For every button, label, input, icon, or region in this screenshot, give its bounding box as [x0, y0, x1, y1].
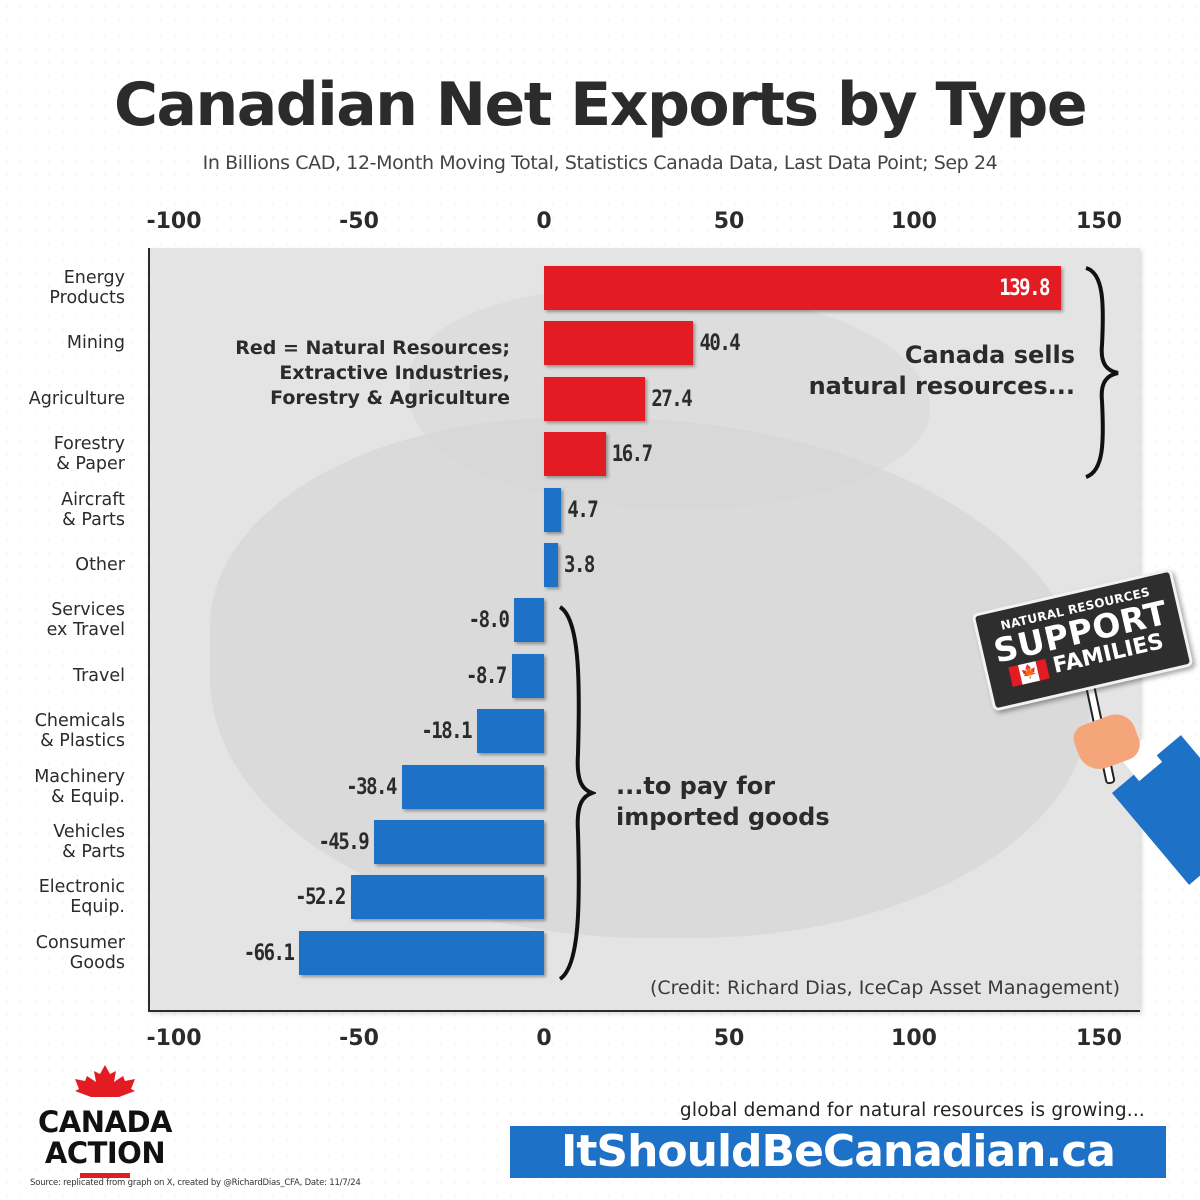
bar-value-label: 3.8 [564, 552, 595, 578]
category-label: Aircraft & Parts [0, 490, 125, 530]
bar [544, 543, 559, 587]
bar-value-label: 16.7 [611, 441, 653, 467]
category-label: Consumer Goods [0, 933, 125, 973]
category-label-line: ex Travel [46, 620, 125, 641]
bar [374, 820, 544, 864]
logo-line2: ACTION [44, 1136, 166, 1170]
category-label-line: Consumer [35, 932, 125, 953]
tagline: global demand for natural resources is g… [679, 1100, 1145, 1121]
x-axis-tick-label: -50 [339, 209, 379, 234]
annotation-line: natural resources... [808, 372, 1075, 400]
bar [477, 709, 544, 754]
bar [350, 875, 544, 920]
category-label: Services ex Travel [0, 600, 125, 640]
category-label: Vehicles & Parts [0, 822, 125, 862]
annotation-pay: ...to pay for imported goods [616, 771, 916, 833]
page-subtitle: In Billions CAD, 12-Month Moving Total, … [202, 152, 998, 174]
category-label-line: Chemicals [34, 711, 125, 732]
category-label-line: Electronic [38, 877, 125, 898]
category-label: Agriculture [0, 389, 125, 409]
bar [544, 432, 606, 477]
annotation-line: ...to pay for [616, 772, 776, 800]
category-label: Mining [0, 333, 125, 353]
bar-value-label: 40.4 [699, 330, 740, 357]
category-label-line: & Paper [56, 454, 125, 475]
x-axis-tick-label: 150 [1076, 1026, 1122, 1051]
bar [401, 764, 544, 809]
brace-left-icon [558, 605, 596, 981]
bar [544, 376, 646, 421]
category-label: Forestry & Paper [0, 434, 125, 474]
category-label-line: Services [51, 600, 125, 621]
plot-area [148, 248, 1140, 1012]
category-label: Machinery & Equip. [0, 767, 125, 807]
x-axis-tick-label: 0 [536, 209, 552, 234]
category-label-line: & Parts [62, 842, 125, 862]
x-axis-tick-label: -100 [146, 209, 202, 234]
category-label-line: Forestry [53, 434, 125, 455]
x-axis-tick-label: 100 [891, 1026, 937, 1051]
bar-value-label: -8.7 [466, 663, 507, 689]
logo-line1: CANADA [38, 1105, 172, 1139]
legend-note-line: Red = Natural Resources; [235, 337, 510, 359]
category-label: Electronic Equip. [0, 877, 125, 917]
category-label: Energy Products [0, 268, 125, 308]
x-axis-tick-label: -50 [339, 1026, 379, 1051]
bar-value-label: -18.1 [421, 718, 472, 744]
x-axis-tick-label: 100 [891, 209, 937, 234]
category-label-line: Equip. [70, 897, 125, 918]
category-label-line: Agriculture [28, 388, 125, 409]
bar [544, 487, 562, 532]
annotation-line: Canada sells [904, 341, 1075, 369]
x-axis-tick-label: -100 [146, 1026, 202, 1051]
category-label-line: Energy [63, 268, 125, 288]
legend-note: Red = Natural Resources; Extractive Indu… [230, 336, 510, 411]
bar [514, 598, 544, 643]
category-label-line: & Parts [62, 509, 125, 530]
bar-value-label: -66.1 [243, 940, 295, 966]
annotation-sells: Canada sells natural resources... [790, 340, 1075, 402]
category-label-line: Machinery [34, 766, 125, 787]
canada-action-logo: CANADA ACTION [30, 1065, 180, 1178]
x-axis-tick-label: 0 [536, 1026, 552, 1051]
category-label-line: Products [49, 288, 125, 308]
category-label-line: & Equip. [51, 786, 125, 807]
maple-leaf-icon [75, 1065, 135, 1097]
category-label-line: Aircraft [61, 489, 125, 510]
x-axis-tick-label: 50 [713, 1026, 745, 1051]
category-label-line: Mining [66, 333, 125, 354]
bar-value-label: -38.4 [346, 773, 397, 800]
bar-value-label: -45.9 [318, 829, 369, 855]
bar-value-label: 27.4 [651, 386, 692, 412]
category-label-line: Vehicles [53, 822, 125, 842]
legend-note-line: Extractive Industries, [279, 362, 510, 384]
category-label: Travel [0, 666, 125, 686]
bar-value-label: -52.2 [295, 884, 346, 911]
category-label-line: Goods [69, 952, 125, 973]
bar [511, 653, 544, 698]
bar [299, 930, 544, 975]
category-label-line: Other [75, 555, 125, 575]
website-banner[interactable]: ItShouldBeCanadian.ca [510, 1126, 1166, 1178]
page-title: Canadian Net Exports by Type [113, 70, 1088, 140]
bar-value-label: 4.7 [567, 496, 598, 523]
bar [544, 321, 694, 366]
category-label-line: & Plastics [40, 731, 125, 752]
bar [544, 266, 1062, 310]
annotation-line: imported goods [616, 803, 830, 831]
source-note: Source: replicated from graph on X, crea… [30, 1178, 361, 1188]
logo-underline [80, 1173, 130, 1178]
category-label: Chemicals & Plastics [0, 711, 125, 751]
bar-value-label: -8.0 [468, 607, 510, 634]
bar-value-label: 139.8 [999, 275, 1050, 301]
x-axis-tick-label: 50 [713, 209, 745, 234]
brace-right-icon [1085, 266, 1119, 479]
credit-text: (Credit: Richard Dias, IceCap Asset Mana… [649, 977, 1120, 999]
category-label-line: Travel [72, 665, 125, 686]
x-axis-tick-label: 150 [1076, 209, 1122, 234]
category-label: Other [0, 555, 125, 575]
legend-note-line: Forestry & Agriculture [270, 387, 510, 409]
